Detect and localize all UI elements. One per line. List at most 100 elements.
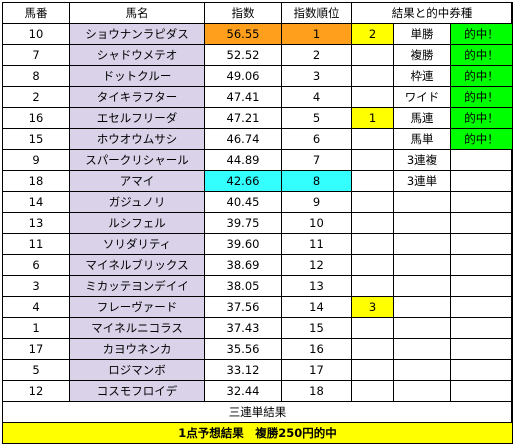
- umaban-cell: 14: [2, 191, 70, 213]
- umaban-cell: 9: [2, 149, 70, 171]
- table-row: 17 カヨウネンカ 35.56 16: [2, 338, 514, 360]
- index-cell: 39.60: [204, 233, 282, 255]
- umaban-cell: 1: [2, 317, 70, 339]
- table-row: 13 ルシフェル 39.75 10: [2, 212, 514, 234]
- index-cell: 42.66: [204, 170, 282, 192]
- hit-cell: [449, 338, 514, 360]
- finish-position-cell: [351, 338, 394, 360]
- index-rank-cell: 1: [281, 23, 352, 45]
- index-cell: 47.41: [204, 86, 282, 108]
- table-row: 15 ホウオウムサシ 46.74 6 馬単 的中！: [2, 128, 514, 150]
- umaban-cell: 13: [2, 212, 70, 234]
- umaban-cell: 17: [2, 338, 70, 360]
- horse-name-cell: マイネルブリックス: [69, 254, 205, 276]
- index-rank-cell: 8: [281, 170, 352, 192]
- horse-name-cell: アマイ: [69, 170, 205, 192]
- index-cell: 38.69: [204, 254, 282, 276]
- hit-cell: 的中！: [449, 86, 514, 108]
- index-cell: 33.12: [204, 359, 282, 381]
- bet-type-cell: 3連単: [393, 170, 451, 192]
- hit-cell: [449, 170, 514, 192]
- horse-name-cell: ソリダリティ: [69, 233, 205, 255]
- table-row: 9 スパークリシャール 44.89 7 3連複: [2, 149, 514, 171]
- umaban-cell: 6: [2, 254, 70, 276]
- horse-name-cell: ロジマンボ: [69, 359, 205, 381]
- index-cell: 47.21: [204, 107, 282, 129]
- bet-type-cell: 単勝: [393, 23, 451, 45]
- bet-type-cell: [393, 380, 451, 402]
- header-umaban: 馬番: [2, 2, 70, 24]
- table-row: 5 ロジマンボ 33.12 17: [2, 359, 514, 381]
- index-rank-cell: 5: [281, 107, 352, 129]
- umaban-cell: 15: [2, 128, 70, 150]
- hit-cell: [449, 254, 514, 276]
- bet-type-cell: 複勝: [393, 44, 451, 66]
- table-row: 7 シャドウメテオ 52.52 2 複勝 的中！: [2, 44, 514, 66]
- finish-position-cell: [351, 275, 394, 297]
- index-cell: 35.56: [204, 338, 282, 360]
- umaban-cell: 4: [2, 296, 70, 318]
- index-rank-cell: 10: [281, 212, 352, 234]
- finish-position-cell: [351, 317, 394, 339]
- header-result: 結果と的中券種: [350, 2, 514, 24]
- finish-position-cell: [351, 212, 394, 234]
- finish-position-cell: [351, 44, 394, 66]
- header-shisu: 指数: [204, 2, 282, 24]
- header-bamei: 馬名: [69, 2, 205, 24]
- summary-text: 1点予想結果 複勝250円的中: [1, 422, 514, 444]
- umaban-cell: 10: [2, 23, 70, 45]
- index-rank-cell: 18: [281, 380, 352, 402]
- index-rank-cell: 13: [281, 275, 352, 297]
- bet-type-cell: [393, 254, 451, 276]
- index-cell: 56.55: [204, 23, 282, 45]
- hit-cell: [449, 296, 514, 318]
- finish-position-cell: [351, 359, 394, 381]
- horse-name-cell: エセルフリーダ: [69, 107, 205, 129]
- table-row: 3 ミカッテヨンデイイ 38.05 13: [2, 275, 514, 297]
- bet-type-cell: 枠連: [393, 65, 451, 87]
- finish-position-cell: [351, 149, 394, 171]
- index-rank-cell: 6: [281, 128, 352, 150]
- horse-name-cell: スパークリシャール: [69, 149, 205, 171]
- bet-type-cell: [393, 191, 451, 213]
- index-cell: 49.06: [204, 65, 282, 87]
- umaban-cell: 8: [2, 65, 70, 87]
- hit-cell: [449, 317, 514, 339]
- horse-name-cell: タイキラフター: [69, 86, 205, 108]
- finish-position-cell: [351, 86, 394, 108]
- finish-position-cell: [351, 65, 394, 87]
- finish-position-cell: [351, 128, 394, 150]
- table-row: 16 エセルフリーダ 47.21 5 1 馬連 的中！: [2, 107, 514, 129]
- hit-cell: [449, 191, 514, 213]
- table-row: 8 ドットクルー 49.06 3 枠連 的中！: [2, 65, 514, 87]
- index-cell: 32.44: [204, 380, 282, 402]
- summary-row: 1点予想結果 複勝250円的中: [1, 422, 514, 444]
- index-rank-cell: 2: [281, 44, 352, 66]
- umaban-cell: 2: [2, 86, 70, 108]
- finish-position-cell: [351, 380, 394, 402]
- bet-type-cell: [393, 338, 451, 360]
- index-rank-cell: 9: [281, 191, 352, 213]
- sanrentan-row: 三連単結果: [1, 401, 514, 423]
- bet-type-cell: [393, 359, 451, 381]
- horse-name-cell: ミカッテヨンデイイ: [69, 275, 205, 297]
- table-row: 11 ソリダリティ 39.60 11: [2, 233, 514, 255]
- umaban-cell: 5: [2, 359, 70, 381]
- bet-type-cell: [393, 317, 451, 339]
- table-row: 14 ガジュノリ 40.45 9: [2, 191, 514, 213]
- bet-type-cell: ワイド: [393, 86, 451, 108]
- horse-name-cell: ルシフェル: [69, 212, 205, 234]
- horse-name-cell: カヨウネンカ: [69, 338, 205, 360]
- index-cell: 38.05: [204, 275, 282, 297]
- index-rank-cell: 14: [281, 296, 352, 318]
- finish-position-cell: [351, 191, 394, 213]
- index-cell: 44.89: [204, 149, 282, 171]
- index-cell: 39.75: [204, 212, 282, 234]
- finish-position-cell: [351, 170, 394, 192]
- hit-cell: 的中！: [449, 44, 514, 66]
- hit-cell: [449, 275, 514, 297]
- table-row: 18 アマイ 42.66 8 3連単: [2, 170, 514, 192]
- index-rank-cell: 17: [281, 359, 352, 381]
- bet-type-cell: [393, 296, 451, 318]
